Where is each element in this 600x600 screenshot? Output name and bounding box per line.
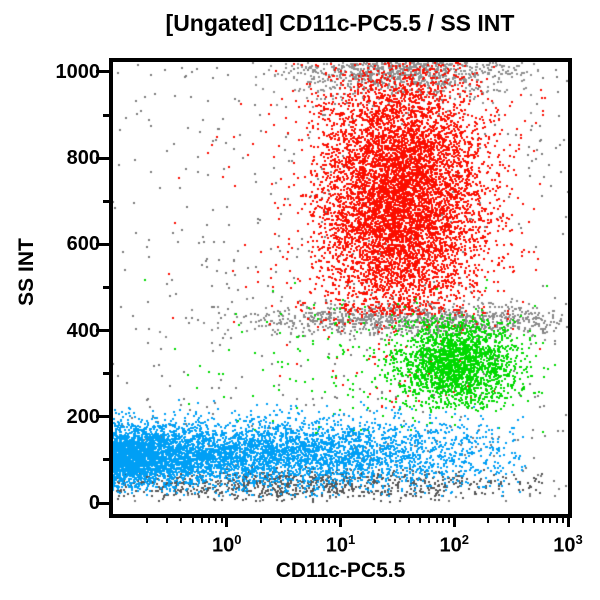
x-minor-tick [334, 518, 337, 523]
y-tick-label: 600 [66, 233, 100, 256]
x-major-tick [566, 518, 570, 527]
x-minor-tick [507, 518, 510, 523]
y-minor-tick [103, 113, 109, 117]
y-minor-tick [103, 372, 109, 376]
x-minor-tick [419, 518, 421, 523]
x-tick-label: 102 [439, 532, 469, 557]
x-minor-tick [393, 518, 396, 523]
x-major-tick [339, 518, 342, 527]
y-tick-label: 200 [66, 405, 100, 428]
y-minor-tick [103, 458, 109, 462]
x-minor-tick [373, 518, 376, 523]
x-minor-tick [442, 518, 445, 523]
x-minor-tick [280, 518, 283, 523]
x-minor-tick [220, 518, 223, 523]
y-major-tick [96, 242, 109, 246]
x-axis-label: CD11c-PC5.5 [275, 559, 406, 582]
x-minor-tick [200, 518, 203, 523]
x-minor-tick [180, 518, 183, 523]
x-minor-tick [448, 518, 451, 523]
x-minor-tick [487, 518, 490, 523]
x-minor-tick [521, 518, 524, 523]
x-minor-tick [561, 518, 564, 523]
x-minor-tick [428, 518, 430, 523]
y-tick-label: 400 [66, 319, 100, 342]
x-minor-tick [146, 518, 149, 523]
plot-title: [Ungated] CD11c-PC5.5 / SS INT [165, 10, 515, 36]
x-minor-tick [555, 518, 558, 523]
x-major-tick [452, 518, 456, 527]
y-major-tick [96, 156, 109, 160]
y-major-tick [96, 501, 109, 505]
x-minor-tick [214, 518, 217, 523]
x-minor-tick [259, 518, 262, 523]
y-tick-label: 800 [66, 147, 100, 170]
scatter-plot-area [113, 62, 568, 514]
x-major-tick [225, 518, 229, 527]
y-major-tick [96, 70, 109, 74]
x-tick-label: 100 [212, 532, 242, 557]
x-minor-tick [208, 518, 211, 523]
x-minor-tick [166, 518, 169, 523]
y-major-tick [96, 415, 109, 419]
y-minor-tick [103, 285, 109, 289]
x-minor-tick [328, 518, 331, 523]
x-minor-tick [191, 518, 194, 523]
x-minor-tick [541, 518, 544, 523]
y-tick-label: 0 [88, 492, 100, 514]
y-tick-label: 1000 [55, 60, 101, 83]
x-minor-tick [549, 518, 552, 523]
x-minor-tick [532, 518, 535, 523]
y-major-tick [96, 329, 109, 333]
x-minor-tick [294, 518, 297, 523]
x-minor-tick [314, 518, 317, 523]
y-minor-tick [103, 199, 109, 203]
x-minor-tick [435, 518, 438, 523]
x-minor-tick [305, 518, 308, 523]
x-minor-tick [321, 518, 324, 523]
x-tick-label: 103 [553, 532, 583, 557]
x-minor-tick [407, 518, 410, 523]
x-tick-label: 101 [325, 532, 356, 557]
